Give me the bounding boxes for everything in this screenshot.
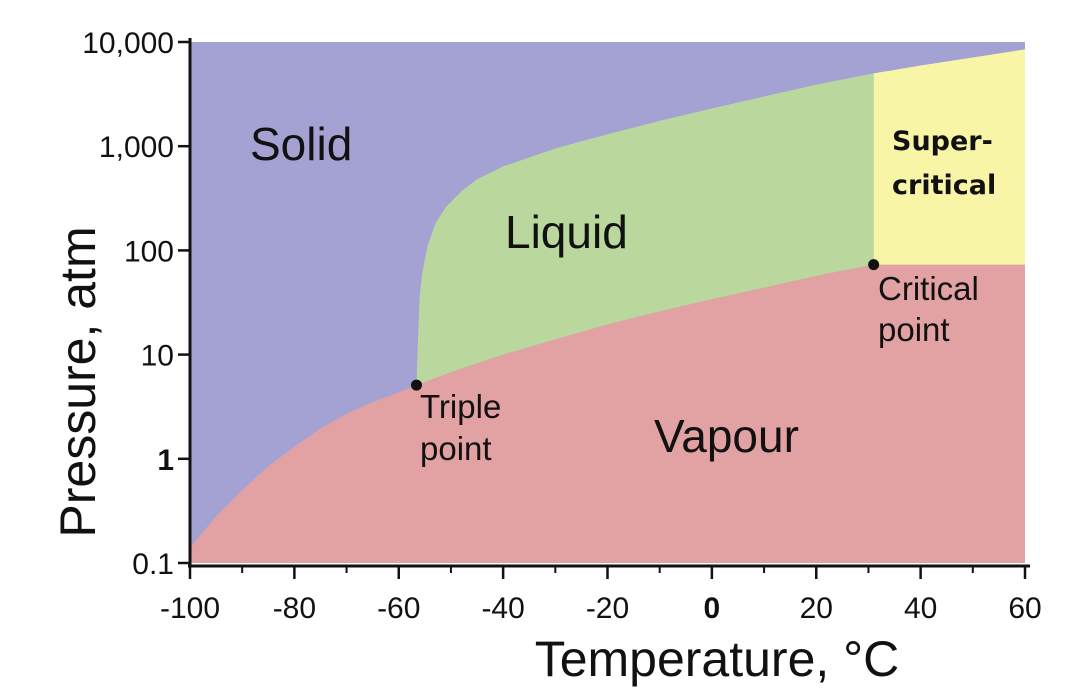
region-label-supercritical-line2: critical (892, 170, 996, 201)
y-axis-title: Pressure, atm (50, 226, 106, 537)
region-label-supercritical-line1: Super- (892, 126, 993, 157)
region-labels: Solid Liquid Vapour Super- critical (250, 118, 996, 462)
x-tick-label: -20 (586, 592, 629, 625)
y-tick-label: 10,000 (82, 27, 174, 60)
x-tick-label: -80 (273, 592, 316, 625)
y-tick-label: 0.1 (132, 548, 174, 581)
critical-point-label-line2: point (878, 311, 950, 348)
x-tick-label: 40 (904, 592, 937, 625)
axes (178, 38, 1030, 579)
x-tick-label: 20 (800, 592, 833, 625)
vapour-region (190, 264, 1025, 563)
supercritical-region (873, 49, 1025, 265)
point-labels: Triple point Critical point (420, 270, 979, 467)
y-tick-label: 100 (124, 235, 174, 268)
x-axis-title: Temperature, °C (535, 631, 900, 687)
x-tick-label: -60 (377, 592, 420, 625)
phase-regions (190, 42, 1025, 563)
x-tick-label: 0 (704, 592, 721, 625)
critical-point-marker (868, 259, 880, 271)
y-tick-label: 1,000 (99, 131, 174, 164)
x-tick-label: 60 (1008, 592, 1041, 625)
y-tick-label: 1 (157, 444, 174, 477)
region-label-vapour: Vapour (654, 410, 799, 462)
triple-point-label-line1: Triple (420, 388, 501, 425)
region-label-solid: Solid (250, 118, 352, 170)
triple-point-marker (410, 379, 422, 391)
y-tick-label: 10 (141, 340, 174, 373)
critical-point-label-line1: Critical (878, 270, 979, 307)
x-tick-labels: -100 -80 -60 -40 -20 0 20 40 60 (160, 592, 1042, 625)
region-label-liquid: Liquid (505, 206, 628, 258)
special-points (410, 259, 880, 391)
liquid-region (416, 73, 874, 386)
y-tick-labels: 0.1 1 10 100 1,000 10,000 (82, 27, 174, 581)
triple-point-label-line2: point (420, 430, 492, 467)
x-tick-label: -40 (481, 592, 524, 625)
x-tick-label: -100 (160, 592, 220, 625)
